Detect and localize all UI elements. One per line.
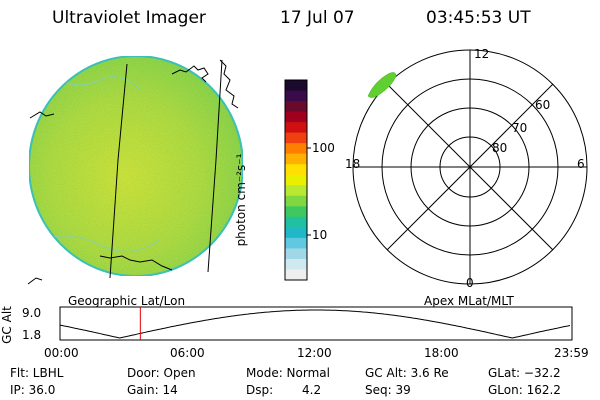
status-ip: IP: 36.0: [10, 383, 56, 397]
colorbar-segment: [285, 206, 307, 218]
instrument-title: Ultraviolet Imager: [52, 8, 206, 28]
colorbar-segment: [285, 248, 307, 260]
lat-label-60: 60: [535, 98, 551, 112]
colorbar-segment: [285, 80, 307, 92]
timeline-xtick-2359: 23:59: [554, 346, 589, 360]
status-door: Door: Open: [127, 366, 196, 380]
colorbar-segment: [285, 227, 307, 239]
timeline-xtick-1200: 12:00: [297, 346, 332, 360]
status-mode: Mode: Normal: [246, 366, 330, 380]
geographic-projection-label: Geographic Lat/Lon: [68, 294, 186, 308]
mlt-diagonal: [386, 83, 554, 251]
colorbar-segment: [285, 132, 307, 144]
timeline-xtick-0600: 06:00: [170, 346, 205, 360]
timeline-axis-label: GC Alt: [0, 306, 14, 344]
colorbar-segment: [285, 101, 307, 113]
colorbar-segment: [285, 216, 307, 228]
status-dsp-label: Dsp:: [246, 383, 274, 397]
mlt-label-12: 12: [474, 47, 490, 61]
colorbar-segment: [285, 269, 307, 281]
colorbar-segment: [285, 164, 307, 176]
meridian-line: [109, 63, 128, 279]
status-gc-alt: GC Alt: 3.6 Re: [365, 366, 449, 380]
status-filter: Flt: LBHL: [10, 366, 64, 380]
aurora-patch: [367, 72, 397, 98]
status-glat: GLat: −32.2: [488, 366, 561, 380]
colorbar-segment: [285, 143, 307, 155]
colorbar-segment: [285, 111, 307, 123]
colorbar-segment: [285, 90, 307, 102]
colorbar-tick-100: 100: [312, 141, 335, 155]
coastlines: [27, 59, 239, 285]
colorbar-segment: [285, 195, 307, 207]
status-gain: Gain: 14: [127, 383, 178, 397]
timeline-xtick-0000: 00:00: [44, 346, 79, 360]
earth-disk: [28, 55, 244, 277]
mlt-label-6: 6: [577, 157, 585, 171]
apex-projection-label: Apex MLat/MLT: [424, 294, 514, 308]
timeline-ytick-min: 1.8: [22, 328, 42, 342]
colorbar-segment: [285, 258, 307, 270]
altitude-curve: [59, 309, 571, 339]
status-dsp-value: 4.2: [302, 383, 322, 397]
colorbar-segment: [285, 153, 307, 165]
mlt-label-0: 0: [466, 276, 474, 290]
observation-date: 17 Jul 07: [280, 8, 355, 28]
timeline-ytick-max: 9.0: [22, 306, 42, 320]
colorbar-segment: [285, 122, 307, 134]
colorbar-segment: [285, 237, 307, 249]
colorbar-segment: [285, 174, 307, 186]
meridian-line: [207, 59, 223, 273]
observation-time: 03:45:53 UT: [426, 8, 531, 28]
status-glon: GLon: 162.2: [488, 383, 561, 397]
colorbar-frame: [284, 79, 308, 281]
timeline-frame: [59, 306, 573, 341]
colorbar-tick-10: 10: [312, 228, 328, 242]
mlt-label-18: 18: [345, 157, 361, 171]
timeline-xtick-1800: 18:00: [424, 346, 459, 360]
colorbar-segment: [285, 185, 307, 197]
lat-label-80: 80: [492, 141, 508, 155]
lat-label-70: 70: [512, 121, 528, 135]
status-seq: Seq: 39: [365, 383, 411, 397]
